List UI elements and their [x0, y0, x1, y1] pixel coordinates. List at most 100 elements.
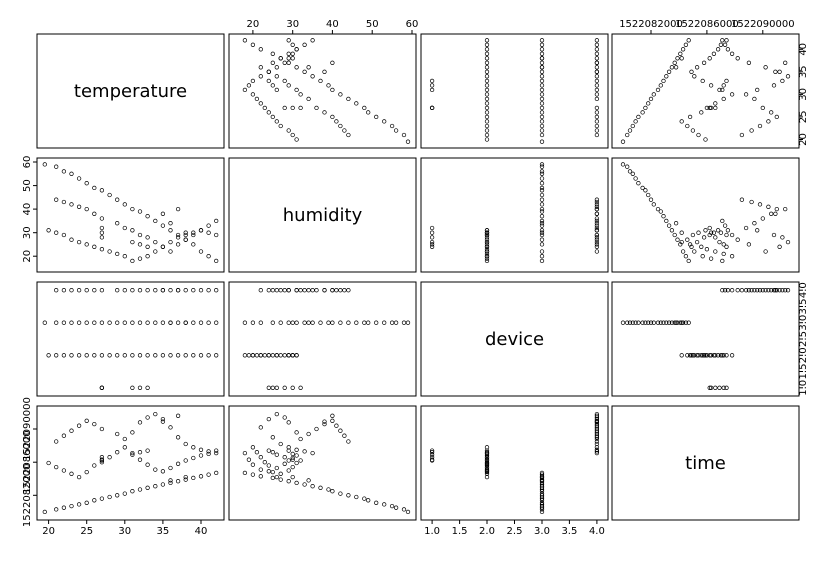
y-tick-label-humidity-4: 60 — [22, 156, 33, 169]
point-humidity-vs-temperature-0 — [99, 225, 105, 231]
point-temperature-vs-device-76 — [594, 60, 600, 65]
point-device-vs-temperature-23 — [175, 353, 181, 358]
point-device-vs-temperature-72 — [198, 288, 204, 293]
point-temperature-vs-device-50 — [539, 42, 545, 47]
point-device-vs-temperature-39 — [122, 320, 127, 325]
point-temperature-vs-humidity-15 — [254, 96, 260, 102]
point-temperature-vs-device-9 — [484, 123, 490, 129]
point-time-vs-device-74 — [594, 450, 600, 456]
point-time-vs-temperature-47 — [183, 477, 188, 482]
point-device-vs-time-30 — [625, 320, 630, 325]
point-humidity-vs-device-23 — [484, 235, 490, 240]
point-time-vs-humidity-60 — [314, 426, 319, 432]
point-humidity-vs-device-61 — [594, 221, 600, 226]
point-device-vs-time-59 — [769, 288, 774, 293]
point-device-vs-temperature-18 — [137, 353, 143, 358]
point-temperature-vs-time-14 — [713, 101, 718, 106]
point-time-vs-device-50 — [539, 472, 545, 477]
point-device-vs-time-45 — [669, 320, 675, 325]
point-time-vs-humidity-59 — [322, 421, 327, 427]
point-humidity-vs-temperature-64 — [137, 232, 143, 238]
point-device-vs-humidity-2 — [282, 385, 287, 390]
point-time-vs-temperature-46 — [175, 479, 181, 484]
point-time-vs-temperature-75 — [160, 419, 166, 424]
point-device-vs-humidity-34 — [374, 320, 379, 325]
panel-time-vs-time — [611, 405, 800, 521]
point-humidity-vs-device-5 — [429, 244, 435, 249]
point-time-vs-temperature-66 — [153, 411, 158, 417]
point-time-vs-device-63 — [594, 430, 600, 435]
point-device-vs-humidity-72 — [294, 288, 299, 293]
point-humidity-vs-device-47 — [539, 237, 545, 242]
point-time-vs-device-66 — [594, 411, 600, 417]
point-temperature-vs-device-55 — [594, 128, 600, 133]
point-humidity-vs-device-21 — [484, 244, 490, 249]
point-temperature-vs-time-26 — [715, 47, 721, 52]
point-device-vs-humidity-33 — [382, 320, 387, 325]
point-temperature-vs-humidity-56 — [338, 123, 343, 129]
point-time-vs-humidity-73 — [302, 449, 307, 454]
point-temperature-vs-time-6 — [703, 137, 708, 142]
point-humidity-vs-temperature-12 — [92, 244, 97, 249]
point-humidity-vs-time-58 — [774, 206, 779, 212]
point-humidity-vs-device-46 — [539, 232, 545, 238]
point-device-vs-temperature-36 — [99, 320, 105, 325]
point-time-vs-temperature-76 — [175, 413, 181, 418]
point-humidity-vs-temperature-10 — [76, 239, 82, 245]
point-temperature-vs-device-44 — [539, 69, 545, 74]
point-humidity-vs-time-48 — [678, 242, 683, 247]
point-humidity-vs-device-62 — [594, 225, 600, 231]
point-time-vs-humidity-15 — [254, 450, 260, 455]
point-time-vs-humidity-25 — [290, 455, 295, 461]
point-time-vs-humidity-55 — [342, 433, 347, 438]
point-time-vs-humidity-67 — [266, 416, 271, 422]
point-humidity-vs-time-19 — [700, 254, 705, 259]
panel-device-vs-time — [611, 281, 800, 397]
point-humidity-vs-time-6 — [703, 228, 708, 233]
point-humidity-vs-time-68 — [763, 249, 768, 254]
point-time-vs-humidity-68 — [258, 425, 263, 430]
point-device-vs-time-23 — [701, 353, 707, 358]
point-time-vs-device-71 — [594, 445, 600, 450]
point-humidity-vs-temperature-6 — [46, 228, 51, 233]
point-temperature-vs-device-37 — [539, 101, 545, 106]
point-humidity-vs-time-22 — [694, 239, 700, 245]
point-time-vs-device-68 — [594, 425, 600, 430]
point-device-vs-time-35 — [640, 320, 645, 325]
x-tick-label-humidity-4: 60 — [406, 19, 419, 30]
point-humidity-vs-time-69 — [746, 242, 752, 247]
point-time-vs-temperature-12 — [92, 463, 97, 468]
point-humidity-vs-time-17 — [720, 258, 725, 264]
point-device-vs-temperature-15 — [115, 353, 120, 358]
point-humidity-vs-temperature-58 — [84, 206, 89, 212]
point-humidity-vs-time-55 — [749, 199, 754, 205]
point-humidity-vs-device-68 — [594, 249, 600, 254]
point-temperature-vs-humidity-74 — [310, 38, 315, 43]
point-device-vs-humidity-35 — [366, 320, 371, 325]
point-humidity-vs-device-1 — [429, 230, 435, 235]
point-time-vs-humidity-29 — [405, 509, 411, 515]
point-time-vs-humidity-44 — [302, 482, 307, 487]
point-time-vs-device-76 — [594, 413, 600, 418]
point-humidity-vs-temperature-50 — [206, 254, 211, 259]
point-humidity-vs-temperature-62 — [122, 225, 127, 231]
point-humidity-vs-time-14 — [713, 249, 718, 254]
point-temperature-vs-humidity-30 — [401, 132, 407, 138]
point-device-vs-humidity-75 — [322, 288, 327, 293]
point-time-vs-device-20 — [484, 467, 490, 472]
variable-label-temperature: temperature — [74, 81, 187, 102]
point-time-vs-temperature-10 — [76, 474, 82, 480]
point-temperature-vs-humidity-33 — [382, 119, 387, 124]
point-temperature-vs-time-0 — [707, 105, 712, 111]
point-device-vs-time-9 — [685, 353, 690, 358]
point-temperature-vs-humidity-51 — [242, 38, 248, 43]
point-temperature-vs-humidity-25 — [290, 51, 295, 56]
point-time-vs-temperature-63 — [130, 430, 135, 435]
point-device-vs-temperature-11 — [84, 353, 89, 358]
point-temperature-vs-humidity-67 — [266, 69, 271, 74]
panel-humidity-vs-device — [420, 157, 609, 273]
point-time-vs-temperature-67 — [160, 416, 166, 422]
point-humidity-vs-time-50 — [683, 254, 689, 259]
point-temperature-vs-device-51 — [539, 38, 545, 43]
point-humidity-vs-device-53 — [539, 230, 545, 235]
